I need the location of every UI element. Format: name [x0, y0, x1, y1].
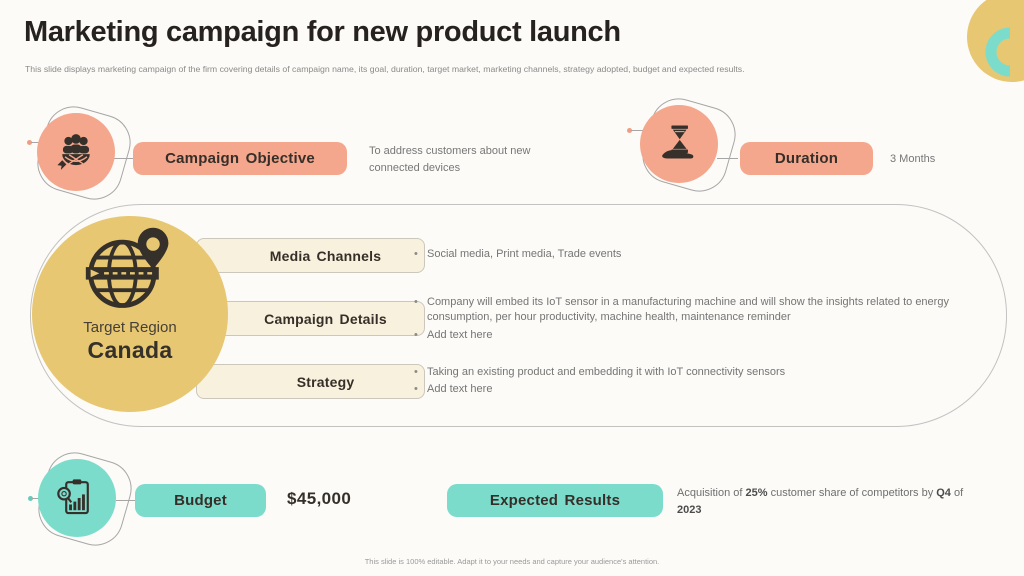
row-label-media-channels: Media Channels — [196, 238, 425, 273]
expected-results-text: Acquisition of 25% customer share of com… — [677, 487, 964, 516]
row-label-campaign-details: Campaign Details — [196, 301, 425, 336]
budget-circle — [38, 459, 116, 537]
budget-label: Budget — [135, 484, 266, 517]
budget-value: $45,000 — [287, 489, 352, 508]
list-item: Social media, Print media, Trade events — [413, 247, 999, 263]
duration-label: Duration — [740, 142, 873, 175]
hourglass-hand-icon — [662, 125, 694, 159]
list-item: Add text here — [413, 328, 999, 344]
budget-analysis-icon — [57, 479, 89, 515]
campaign-objective-text: To address customers about new connected… — [369, 145, 531, 174]
campaign-details-bullets: Company will embed its IoT sensor in a m… — [413, 295, 999, 345]
media-channels-bullets: Social media, Print media, Trade events — [413, 247, 999, 264]
slide-subtitle: This slide displays marketing campaign o… — [25, 64, 745, 74]
connector-dot — [627, 128, 632, 133]
connector-line — [114, 158, 134, 159]
target-region-caption: Target Region — [83, 319, 177, 336]
connector-dot — [27, 140, 32, 145]
globe-location-pin-icon — [85, 227, 169, 308]
list-item: Company will embed its IoT sensor in a m… — [413, 295, 999, 326]
crescent-decoration — [985, 27, 1011, 77]
target-audience-icon — [57, 134, 90, 170]
connector-line — [116, 500, 135, 501]
row-label-strategy: Strategy — [196, 364, 425, 399]
footer-note: This slide is 100% editable. Adapt it to… — [364, 557, 660, 566]
strategy-bullets: Taking an existing product and embedding… — [413, 365, 999, 400]
expected-results-label: Expected Results — [447, 484, 663, 517]
duration-value: 3 Months — [890, 153, 936, 165]
target-region-circle: Target Region Canada — [32, 216, 228, 412]
list-item: Add text here — [413, 382, 999, 398]
connector-dot — [28, 496, 33, 501]
duration-circle — [640, 105, 718, 183]
page-title: Marketing campaign for new product launc… — [24, 16, 621, 48]
connector-line — [717, 158, 738, 159]
target-region-value: Canada — [87, 337, 173, 363]
list-item: Taking an existing product and embedding… — [413, 365, 999, 381]
campaign-objective-circle — [37, 113, 115, 191]
campaign-objective-label: Campaign Objective — [133, 142, 347, 175]
